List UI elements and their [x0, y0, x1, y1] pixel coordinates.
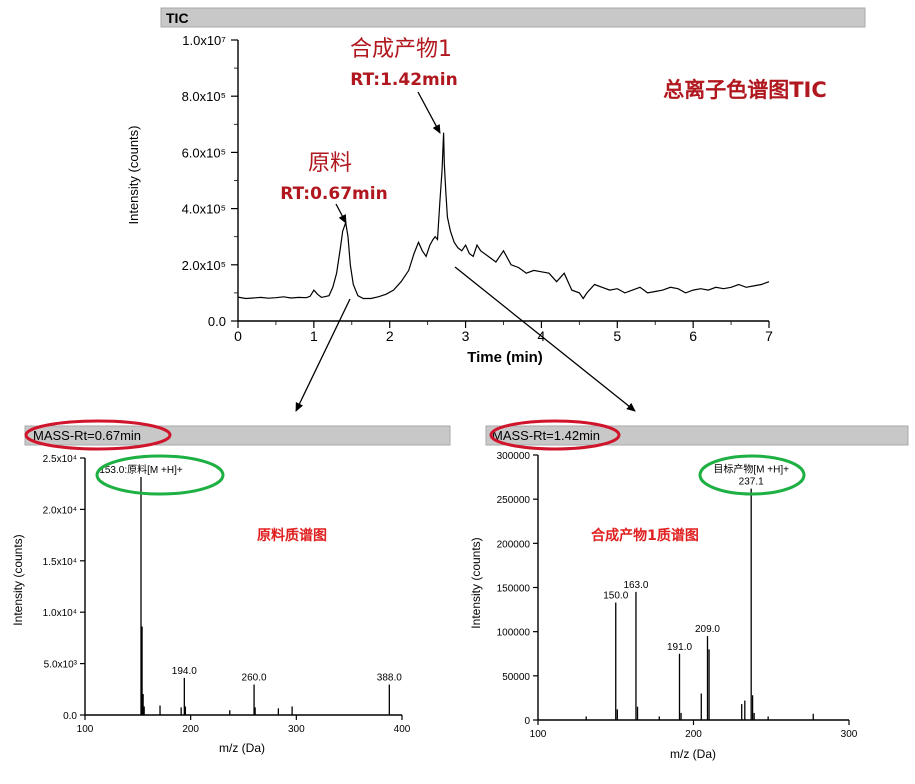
ms2-title-highlight-ellipse — [489, 419, 621, 451]
product-peak-rt: RT:1.42min — [350, 70, 457, 90]
ms2-plot: 100 200 300 0 50000 100000 150000 200000 250000… — [497, 451, 858, 740]
ms2-y-tick-label: 250000 — [497, 495, 531, 506]
ms1-peaks — [140, 477, 390, 715]
ms2-y-tick-label: 300000 — [497, 451, 531, 462]
ms1-y-tick-label: 1.0x10⁴ — [43, 608, 77, 619]
ms2-peak-label: 209.0 — [695, 624, 720, 635]
ms1-peak-label: 153.0:原料[M +H]+ — [99, 463, 183, 476]
tic-x-tick-label: 7 — [765, 328, 773, 344]
ms2-chart-title: 合成产物1质谱图 — [591, 527, 699, 544]
tic-y-tick-label: 4.0x10⁵ — [182, 202, 226, 217]
ms2-peak-label: 目标产物[M +H]+ 237.1 — [713, 463, 789, 488]
tic-chart-title: 总离子色谱图TIC — [663, 78, 827, 102]
tic-x-tick-label: 1 — [310, 328, 318, 344]
ms2-y-tick-label: 100000 — [497, 628, 531, 639]
ms2-x-axis-label: m/z (Da) — [670, 747, 716, 761]
ms2-header-bar — [485, 425, 909, 446]
tic-y-tick-label: 6.0x10⁵ — [182, 145, 226, 160]
ms1-y-tick-label: 5.0x10³ — [44, 660, 78, 671]
ms1-panel-title: MASS-Rt=0.67min — [33, 428, 141, 443]
ms2-y-tick-label: 50000 — [502, 672, 530, 683]
tic-x-tick-label: 5 — [613, 328, 621, 344]
tic-x-tick-label: 3 — [462, 328, 470, 344]
tic-x-tick-label: 6 — [689, 328, 697, 344]
tic-y-tick-label: 2.0x10⁵ — [182, 258, 226, 273]
ms1-chart-title: 原料质谱图 — [257, 527, 327, 544]
ms2-y-axis-label: Intensity (counts) — [469, 537, 483, 628]
tic-x-ticks: 01234567 — [234, 321, 773, 344]
tic-panel-title: TIC — [166, 10, 189, 26]
ms1-y-axis-label: Intensity (counts) — [11, 534, 25, 625]
product-peak-arrow — [417, 91, 441, 134]
ms1-x-tick-label: 300 — [288, 724, 305, 735]
ms1-base-peak-highlight-ellipse — [95, 454, 225, 496]
ms2-x-tick-label: 300 — [841, 729, 858, 740]
tic-y-tick-label: 1.0x10⁷ — [182, 33, 226, 48]
ms1-peak-label: 260.0 — [242, 673, 267, 684]
ms1-y-ticks: 0.0 5.0x10³ 1.0x10⁴ 1.5x10⁴ 2.0x10⁴ 2.5x10⁴ — [43, 454, 85, 722]
ms1-y-tick-label: 0.0 — [63, 711, 77, 722]
ms1-title-highlight-ellipse — [24, 419, 172, 451]
product-peak-name: 合成产物1 — [350, 37, 452, 62]
ms2-panel-title: MASS-Rt=1.42min — [492, 428, 600, 443]
ms1-x-ticks: 100 200 300 400 — [77, 715, 411, 735]
raw-peak-name: 原料 — [308, 151, 352, 176]
raw-peak-rt: RT:0.67min — [280, 184, 387, 204]
ms1-x-axis-label: m/z (Da) — [219, 741, 265, 755]
product-to-ms-arrow — [454, 266, 636, 412]
ms2-y-tick-label: 0 — [524, 716, 530, 727]
ms2-y-tick-label: 150000 — [497, 584, 531, 595]
ms2-peak-label: 163.0 — [623, 580, 648, 591]
ms1-y-tick-label: 2.0x10⁴ — [43, 505, 77, 516]
tic-series-line — [237, 132, 770, 300]
ms2-x-ticks: 100 200 300 — [530, 720, 858, 740]
ms2-y-ticks: 0 50000 100000 150000 200000 250000 300000 — [497, 451, 538, 727]
raw-peak-arrow — [335, 203, 347, 224]
ms1-y-tick-label: 2.5x10⁴ — [43, 454, 77, 465]
ms1-peak-labels: 153.0:原料[M +H]+ 194.0 260.0 388.0 — [99, 463, 402, 684]
ms1-x-tick-label: 200 — [182, 724, 199, 735]
ms1-peak-label: 194.0 — [172, 666, 197, 677]
ms1-x-tick-label: 400 — [394, 724, 411, 735]
ms2-peaks — [585, 488, 814, 720]
tic-x-tick-label: 0 — [234, 328, 242, 344]
tic-header-bar — [160, 7, 866, 28]
tic-y-ticks: 0.0 2.0x10⁵ 4.0x10⁵ 6.0x10⁵ 8.0x10⁵ 1.0x10⁷ — [182, 33, 238, 329]
ms1-x-tick-label: 100 — [77, 724, 94, 735]
ms2-y-tick-label: 200000 — [497, 539, 531, 550]
ms2-x-tick-label: 200 — [685, 729, 702, 740]
ms2-peak-label: 150.0 — [603, 591, 628, 602]
tic-y-tick-label: 0.0 — [208, 314, 226, 329]
tic-x-axis-label: Time (min) — [467, 349, 543, 366]
tic-y-axis-label: Intensity (counts) — [126, 126, 141, 225]
ms2-base-peak-highlight-ellipse — [698, 454, 806, 496]
raw-to-ms-arrow — [295, 298, 351, 412]
tic-y-tick-label: 8.0x10⁵ — [182, 89, 226, 104]
ms1-plot: 100 200 300 400 0.0 5.0x10³ 1.0x10⁴ 1.5x10⁴ 2.0… — [43, 454, 411, 735]
tic-x-tick-label: 2 — [386, 328, 394, 344]
ms2-x-tick-label: 100 — [530, 729, 547, 740]
ms1-y-tick-label: 1.5x10⁴ — [43, 557, 77, 568]
ms1-peak-label: 388.0 — [377, 673, 402, 684]
ms2-peak-label: 191.0 — [667, 642, 692, 653]
